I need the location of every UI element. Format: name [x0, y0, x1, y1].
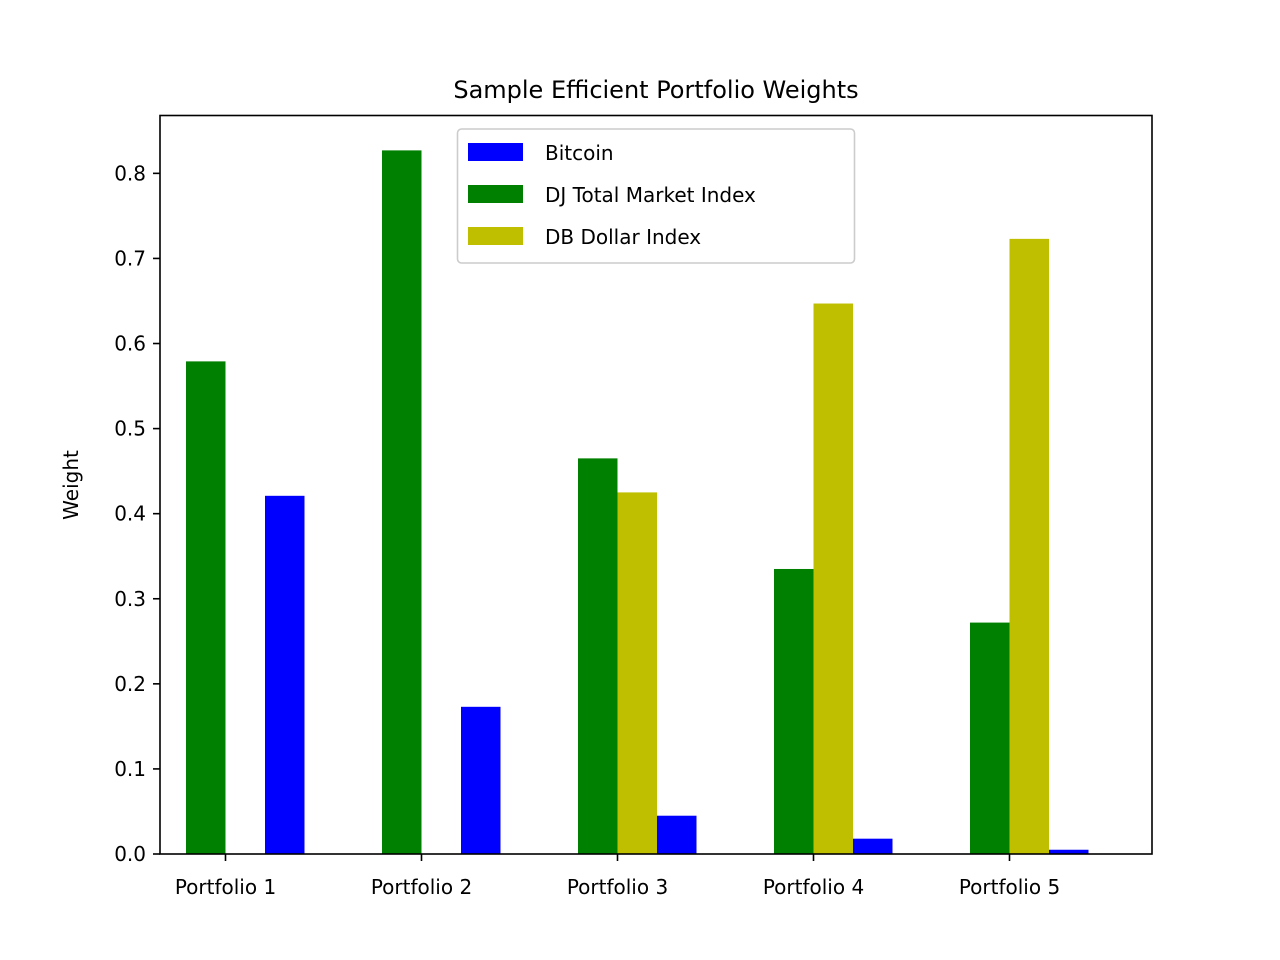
x-tick-label: Portfolio 5: [959, 875, 1060, 899]
x-tick-label: Portfolio 3: [567, 875, 668, 899]
y-tick-label: 0.0: [114, 842, 146, 866]
chart-title: Sample Efficient Portfolio Weights: [453, 76, 858, 104]
legend-swatch-db-dollar-index: [468, 227, 523, 245]
legend-label-dj-total-market-index: DJ Total Market Index: [545, 183, 756, 207]
bar-db-dollar-index-3: [617, 492, 657, 854]
legend-swatch-dj-total-market-index: [468, 185, 523, 203]
bar-dj-total-market-index-5: [970, 622, 1010, 854]
legend-label-bitcoin: Bitcoin: [545, 141, 614, 165]
legend: Bitcoin DJ Total Market Index DB Dollar In…: [456, 128, 856, 264]
y-tick-label: 0.4: [114, 502, 146, 526]
bar-dj-total-market-index-4: [774, 568, 814, 854]
y-tick-label: 0.8: [114, 161, 146, 185]
y-tick-label: 0.1: [114, 757, 146, 781]
legend-swatch-bitcoin: [468, 143, 523, 161]
y-axis-label: Weight: [59, 450, 83, 520]
x-axis: Portfolio 1 Portfolio 2 Portfolio 3 Portfol…: [175, 854, 1060, 899]
bar-db-dollar-index-4: [813, 303, 853, 855]
x-tick-label: Portfolio 1: [175, 875, 276, 899]
y-tick-label: 0.5: [114, 417, 146, 441]
bar-db-dollar-index-5: [1009, 238, 1049, 854]
y-tick-label: 0.7: [114, 246, 146, 270]
bar-dj-total-market-index-1: [186, 361, 226, 854]
y-tick-label: 0.6: [114, 332, 146, 356]
bar-dj-total-market-index-2: [382, 150, 422, 855]
plot-frame: [159, 114, 1153, 855]
x-tick-label: Portfolio 4: [763, 875, 864, 899]
bar-dj-total-market-index-3: [578, 458, 618, 854]
legend-box: [456, 128, 856, 264]
legend-label-db-dollar-index: DB Dollar Index: [545, 225, 701, 249]
y-axis: 0.0 0.1 0.2 0.3 0.4 0.5 0.6 0.7 0.8: [114, 161, 160, 866]
bar-bitcoin-4: [853, 838, 893, 854]
bar-bitcoin-1: [265, 495, 305, 854]
x-tick-label: Portfolio 2: [371, 875, 472, 899]
y-tick-label: 0.2: [114, 672, 146, 696]
bar-bitcoin-2: [461, 706, 501, 854]
y-tick-label: 0.3: [114, 587, 146, 611]
bar-bitcoin-3: [657, 815, 697, 854]
bar-bitcoin-5: [1049, 849, 1089, 854]
bars-group: [186, 150, 1089, 855]
